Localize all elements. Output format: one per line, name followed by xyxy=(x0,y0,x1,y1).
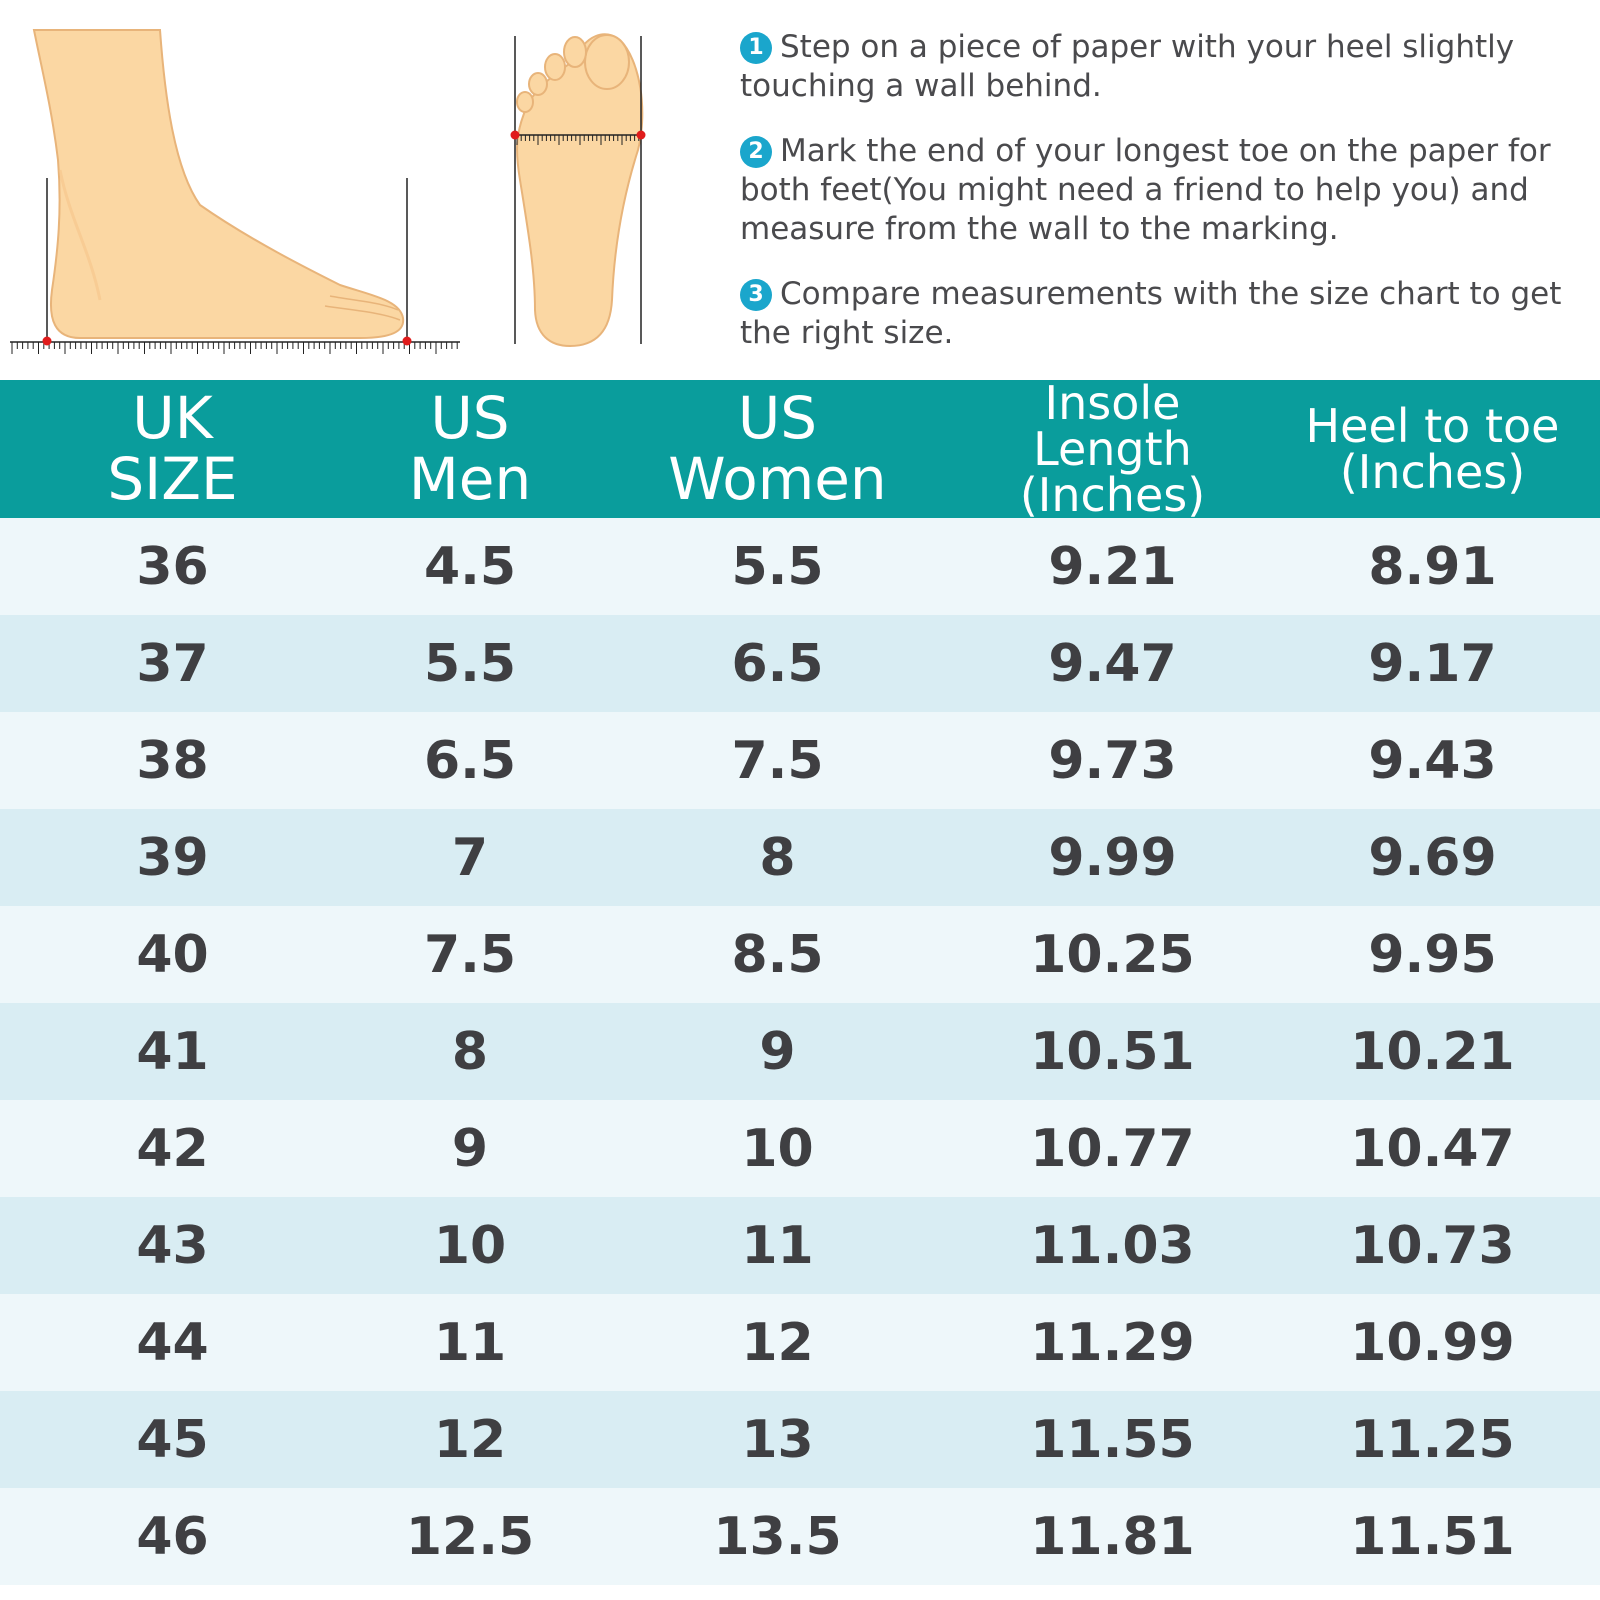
cell-us-women: 13.5 xyxy=(595,1488,960,1585)
table-row: 46 12.5 13.5 11.81 11.51 xyxy=(0,1488,1600,1585)
cell-insole-length: 9.21 xyxy=(960,518,1265,615)
cell-uk-size: 39 xyxy=(0,809,345,906)
cell-insole-length: 11.29 xyxy=(960,1294,1265,1391)
cell-us-men: 5.5 xyxy=(345,615,595,712)
table-header-row: UK SIZE US Men US Women Insole Length (I… xyxy=(0,380,1600,518)
heel-marker xyxy=(42,336,52,346)
foot-sole-view-icon xyxy=(516,33,644,348)
cell-us-women: 10 xyxy=(595,1100,960,1197)
cell-insole-length: 9.73 xyxy=(960,712,1265,809)
cell-uk-size: 44 xyxy=(0,1294,345,1391)
step-number-badge: 1 xyxy=(740,32,772,64)
cell-uk-size: 37 xyxy=(0,615,345,712)
cell-uk-size: 38 xyxy=(0,712,345,809)
cell-uk-size: 36 xyxy=(0,518,345,615)
cell-insole-length: 9.47 xyxy=(960,615,1265,712)
cell-us-men: 4.5 xyxy=(345,518,595,615)
cell-us-women: 9 xyxy=(595,1003,960,1100)
cell-heel-to-toe: 10.47 xyxy=(1265,1100,1600,1197)
cell-insole-length: 10.77 xyxy=(960,1100,1265,1197)
cell-us-women: 13 xyxy=(595,1391,960,1488)
cell-us-women: 8.5 xyxy=(595,906,960,1003)
table-row: 38 6.5 7.5 9.73 9.43 xyxy=(0,712,1600,809)
header-us-women: US Women xyxy=(595,380,960,518)
cell-heel-to-toe: 8.91 xyxy=(1265,518,1600,615)
table-row: 42 9 10 10.77 10.47 xyxy=(0,1100,1600,1197)
size-chart-table: UK SIZE US Men US Women Insole Length (I… xyxy=(0,380,1600,1585)
step-number-badge: 3 xyxy=(740,279,772,311)
cell-uk-size: 40 xyxy=(0,906,345,1003)
step-text: Step on a piece of paper with your heel … xyxy=(740,29,1515,104)
ruler-icon xyxy=(10,341,460,354)
cell-insole-length: 11.55 xyxy=(960,1391,1265,1488)
foot-side-view-icon xyxy=(32,29,405,339)
foot-measurement-illustration xyxy=(10,29,646,354)
cell-heel-to-toe: 11.25 xyxy=(1265,1391,1600,1488)
cell-us-women: 8 xyxy=(595,809,960,906)
table-row: 41 8 9 10.51 10.21 xyxy=(0,1003,1600,1100)
cell-heel-to-toe: 9.43 xyxy=(1265,712,1600,809)
cell-heel-to-toe: 9.95 xyxy=(1265,906,1600,1003)
cell-insole-length: 10.51 xyxy=(960,1003,1265,1100)
cell-uk-size: 45 xyxy=(0,1391,345,1488)
cell-heel-to-toe: 10.73 xyxy=(1265,1197,1600,1294)
cell-us-women: 6.5 xyxy=(595,615,960,712)
table-row: 36 4.5 5.5 9.21 8.91 xyxy=(0,518,1600,615)
cell-us-men: 7 xyxy=(345,809,595,906)
cell-insole-length: 11.81 xyxy=(960,1488,1265,1585)
header-heel-to-toe: Heel to toe (Inches) xyxy=(1265,380,1600,518)
cell-heel-to-toe: 9.17 xyxy=(1265,615,1600,712)
cell-heel-to-toe: 10.99 xyxy=(1265,1294,1600,1391)
header-insole-length: Insole Length (Inches) xyxy=(960,380,1265,518)
cell-us-men: 12.5 xyxy=(345,1488,595,1585)
header-us-men: US Men xyxy=(345,380,595,518)
step-text: Compare measurements with the size chart… xyxy=(740,276,1562,351)
step-number-badge: 2 xyxy=(740,136,772,168)
cell-us-women: 7.5 xyxy=(595,712,960,809)
cell-us-women: 5.5 xyxy=(595,518,960,615)
cell-us-men: 11 xyxy=(345,1294,595,1391)
width-ruler-icon xyxy=(515,134,641,145)
instruction-step-3: 3 Compare measurements with the size char… xyxy=(740,275,1590,353)
cell-us-women: 12 xyxy=(595,1294,960,1391)
cell-us-men: 7.5 xyxy=(345,906,595,1003)
cell-uk-size: 42 xyxy=(0,1100,345,1197)
header-uk-size: UK SIZE xyxy=(0,380,345,518)
cell-uk-size: 43 xyxy=(0,1197,345,1294)
cell-us-men: 6.5 xyxy=(345,712,595,809)
cell-us-men: 8 xyxy=(345,1003,595,1100)
cell-insole-length: 11.03 xyxy=(960,1197,1265,1294)
instruction-step-1: 1 Step on a piece of paper with your heel… xyxy=(740,28,1590,106)
cell-us-men: 9 xyxy=(345,1100,595,1197)
table-row: 45 12 13 11.55 11.25 xyxy=(0,1391,1600,1488)
table-row: 37 5.5 6.5 9.47 9.17 xyxy=(0,615,1600,712)
cell-heel-to-toe: 11.51 xyxy=(1265,1488,1600,1585)
table-row: 39 7 8 9.99 9.69 xyxy=(0,809,1600,906)
cell-uk-size: 46 xyxy=(0,1488,345,1585)
width-right-marker xyxy=(636,130,646,140)
table-row: 43 10 11 11.03 10.73 xyxy=(0,1197,1600,1294)
cell-uk-size: 41 xyxy=(0,1003,345,1100)
cell-insole-length: 10.25 xyxy=(960,906,1265,1003)
cell-us-men: 12 xyxy=(345,1391,595,1488)
cell-insole-length: 9.99 xyxy=(960,809,1265,906)
cell-heel-to-toe: 10.21 xyxy=(1265,1003,1600,1100)
measurement-instructions: 1 Step on a piece of paper with your heel… xyxy=(740,28,1590,379)
table-row: 40 7.5 8.5 10.25 9.95 xyxy=(0,906,1600,1003)
step-text: Mark the end of your longest toe on the … xyxy=(740,133,1551,247)
width-left-marker xyxy=(510,130,520,140)
table-row: 44 11 12 11.29 10.99 xyxy=(0,1294,1600,1391)
cell-heel-to-toe: 9.69 xyxy=(1265,809,1600,906)
toe-marker xyxy=(402,336,412,346)
cell-us-men: 10 xyxy=(345,1197,595,1294)
cell-us-women: 11 xyxy=(595,1197,960,1294)
instruction-step-2: 2 Mark the end of your longest toe on the… xyxy=(740,132,1590,249)
